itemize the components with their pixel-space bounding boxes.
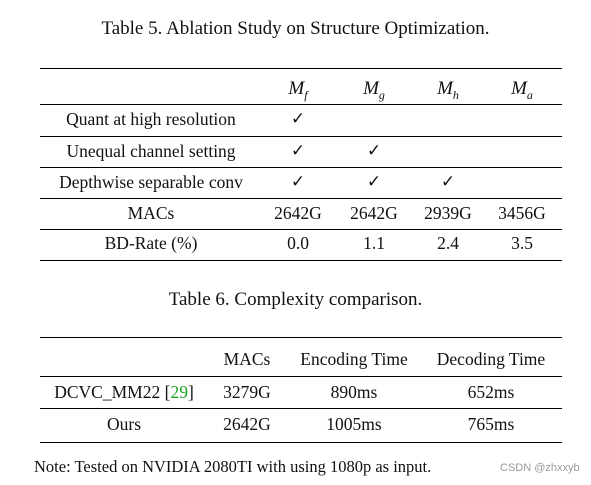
table5-bdrate-value: 1.1: [363, 233, 385, 253]
table6-col-header-macs: MACs: [223, 349, 271, 369]
table5-macs-value: 2939G: [424, 203, 472, 223]
table6-macs-value: 2642G: [223, 414, 271, 434]
table5-bdrate-value: 3.5: [511, 233, 533, 253]
table5-col-header-mh: Mh: [437, 78, 459, 102]
table-note: Note: Tested on NVIDIA 2080TI with using…: [34, 457, 432, 476]
method-name: DCVC_MM22: [54, 382, 161, 402]
table6-caption: Table 6. Complexity comparison.: [168, 289, 423, 310]
table5-check-mark: ✓: [366, 172, 382, 192]
table6-encoding-value: 1005ms: [326, 414, 382, 434]
table6-decoding-value: 765ms: [467, 414, 515, 434]
table5-check-mark: ✓: [290, 141, 306, 161]
table6-encoding-value: 890ms: [330, 382, 378, 402]
table5-header-rule: [40, 104, 562, 105]
table5-check-mark: ✓: [290, 109, 306, 129]
table5-macs-label: MACs: [127, 203, 175, 223]
table5-row-label: Quant at high resolution: [66, 109, 236, 129]
table5-bottom-rule: [40, 260, 562, 262]
table5-col-header-ma: Ma: [511, 78, 533, 102]
table5-row-divider: [40, 198, 562, 199]
watermark: CSDN @zhxxyb: [500, 462, 580, 474]
table6-header-rule: [40, 376, 562, 377]
table6-method-ours: Ours: [106, 414, 142, 434]
table5-check-mark: ✓: [440, 172, 456, 192]
table5-check-mark: ✓: [290, 172, 306, 192]
table5-row-divider: [40, 167, 562, 168]
table5-check-mark: ✓: [366, 141, 382, 161]
table6-method-dcvc: DCVC_MM22 [29]: [40, 382, 208, 403]
table5-caption: Table 5. Ablation Study on Structure Opt…: [101, 18, 490, 39]
table5-macs-value: 2642G: [274, 203, 322, 223]
citation-link[interactable]: 29: [170, 382, 188, 402]
table5-top-rule: [40, 68, 562, 70]
table6-row-divider: [40, 408, 562, 409]
table5-bdrate-value: 2.4: [437, 233, 459, 253]
table5-col-header-mg: Mg: [363, 78, 385, 102]
table5-bdrate-label: BD-Rate (%): [104, 233, 198, 253]
table6-bottom-rule: [40, 442, 562, 444]
table5-row-label: Unequal channel setting: [66, 141, 236, 161]
table6-decoding-value: 652ms: [467, 382, 515, 402]
citation-bracket: ]: [187, 382, 194, 402]
table6-macs-value: 3279G: [223, 382, 271, 402]
table6-col-header-encoding: Encoding Time: [300, 349, 408, 369]
table5-macs-value: 2642G: [350, 203, 398, 223]
table6-top-rule: [40, 337, 562, 339]
table5-row-label: Depthwise separable conv: [59, 172, 243, 192]
table5-bdrate-value: 0.0: [287, 233, 309, 253]
table5-col-header-mf: Mf: [288, 78, 308, 102]
table5-macs-value: 3456G: [498, 203, 546, 223]
citation-bracket: [: [164, 382, 171, 402]
table5-row-divider: [40, 229, 562, 230]
table6-col-header-decoding: Decoding Time: [436, 349, 546, 369]
table5-row-divider: [40, 136, 562, 137]
